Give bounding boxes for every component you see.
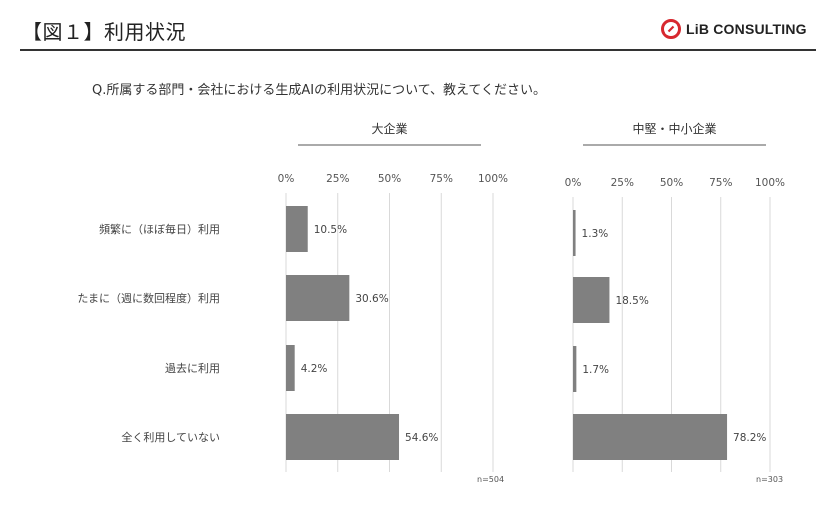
- category-label: 全く利用していない: [121, 430, 220, 444]
- tick-label: 0%: [278, 173, 295, 185]
- bar: [286, 275, 350, 321]
- data-label: 30.6%: [355, 293, 388, 305]
- header-divider: [20, 49, 816, 51]
- tick-label: 50%: [378, 173, 401, 185]
- tick-label: 0%: [565, 177, 582, 189]
- tick-label: 25%: [611, 177, 634, 189]
- company-logo: LiB CONSULTING: [660, 16, 807, 42]
- page-title: 【図１】利用状況: [22, 20, 186, 44]
- bar: [573, 414, 728, 460]
- tick-label: 100%: [755, 177, 785, 189]
- data-label: 10.5%: [314, 224, 347, 236]
- category-label: たまに（週に数回程度）利用: [77, 291, 220, 305]
- logo-mark-icon: [661, 19, 681, 39]
- logo-text: LiB CONSULTING: [686, 21, 807, 37]
- data-label: 18.5%: [615, 295, 648, 307]
- data-label: 4.2%: [301, 363, 328, 375]
- category-label: 頻繁に（ほぼ毎日）利用: [99, 222, 220, 236]
- panel-title: 中堅・中小企業: [632, 121, 716, 136]
- bar: [573, 277, 610, 323]
- sample-size-note: n=303: [756, 475, 783, 484]
- tick-label: 25%: [326, 173, 349, 185]
- tick-label: 50%: [660, 177, 683, 189]
- bar: [573, 346, 577, 392]
- survey-question: Q.所属する部門・会社における生成AIの利用状況について、教えてください。: [92, 83, 547, 98]
- sample-size-note: n=504: [477, 475, 504, 484]
- bar: [286, 206, 308, 252]
- data-label: 54.6%: [405, 432, 438, 444]
- tick-label: 75%: [709, 177, 732, 189]
- category-label: 過去に利用: [165, 362, 220, 375]
- tick-label: 75%: [430, 173, 453, 185]
- bar: [286, 345, 295, 391]
- bar: [286, 414, 400, 460]
- bar: [573, 210, 576, 256]
- tick-label: 100%: [478, 173, 508, 185]
- panel-title: 大企業: [371, 121, 407, 136]
- data-label: 1.7%: [582, 364, 609, 376]
- data-label: 78.2%: [733, 432, 766, 444]
- data-label: 1.3%: [582, 228, 609, 240]
